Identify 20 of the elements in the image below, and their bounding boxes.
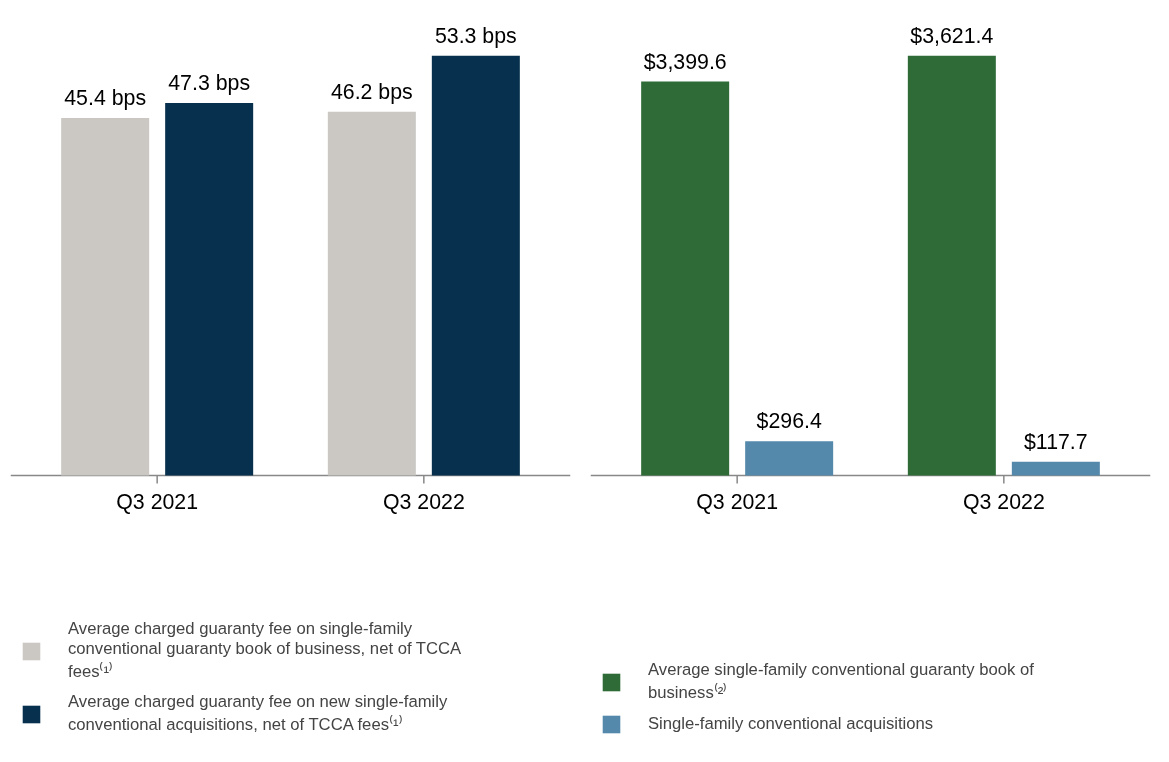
x-tick-label: Q3 2022 bbox=[382, 489, 465, 514]
data-label: 45.4 bps bbox=[64, 86, 147, 111]
data-label: $3,621.4 bbox=[910, 23, 994, 48]
x-tick-label: Q3 2021 bbox=[116, 489, 199, 514]
bar bbox=[641, 81, 730, 476]
bar bbox=[1011, 461, 1100, 476]
x-tick-label: Q3 2021 bbox=[696, 489, 779, 514]
legend-label: Single-family conventional acquisitions bbox=[648, 714, 934, 734]
legend-label: Average single-family conventional guaranty book of business⁽²⁾ bbox=[648, 660, 1034, 703]
data-label: $117.7 bbox=[1024, 429, 1088, 454]
data-label: 47.3 bps bbox=[168, 71, 251, 96]
bar bbox=[907, 55, 996, 476]
bar bbox=[745, 441, 834, 476]
data-label: 46.2 bps bbox=[330, 79, 413, 104]
data-label: $3,399.6 bbox=[643, 49, 727, 74]
x-tick-label: Q3 2022 bbox=[962, 489, 1045, 514]
legend-label: Average charged guaranty fee on single-family conventional guaranty book of business, net of TCCA fees⁽¹⁾ bbox=[68, 619, 462, 682]
legend-label: Average charged guaranty fee on new single-family conventional acquisitions, net of TCCA fees⁽¹⁾ bbox=[68, 692, 448, 735]
data-label: 53.3 bps bbox=[434, 23, 517, 48]
data-label: $296.4 bbox=[756, 409, 822, 434]
